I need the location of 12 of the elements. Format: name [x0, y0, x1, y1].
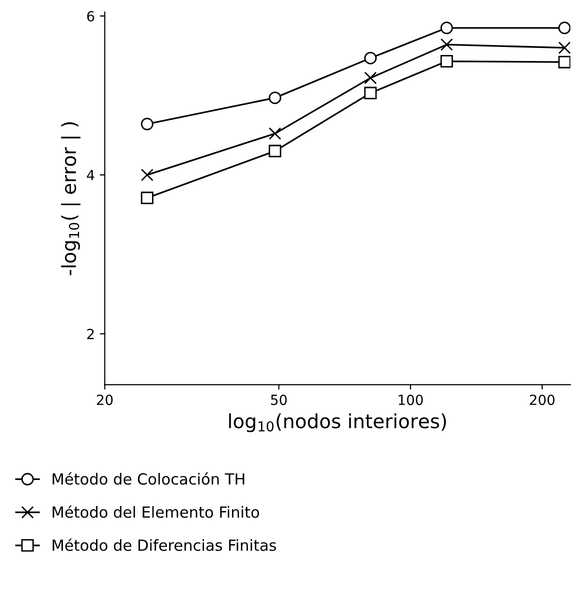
- x-axis-title: log$_{10}$(nodos interiores): [229, 413, 446, 432]
- y-tick-label: 4: [86, 170, 94, 180]
- y-tick-label: 6: [87, 10, 94, 22]
- x-tick-label: 100: [398, 394, 423, 406]
- legend-label: Método del Elemento Finito: [52, 505, 260, 518]
- y-tick-label: 2: [87, 328, 94, 340]
- x-tick-label: 200: [530, 394, 554, 406]
- legend-label: Método de Diferencias Finitas: [52, 538, 276, 551]
- y-axis-title: -log$_{10}$( | error | ): [61, 122, 80, 276]
- x-tick-label: 50: [271, 394, 287, 406]
- x-tick-label: 20: [96, 394, 113, 406]
- legend-label: Método de Colocación TH: [52, 472, 244, 485]
